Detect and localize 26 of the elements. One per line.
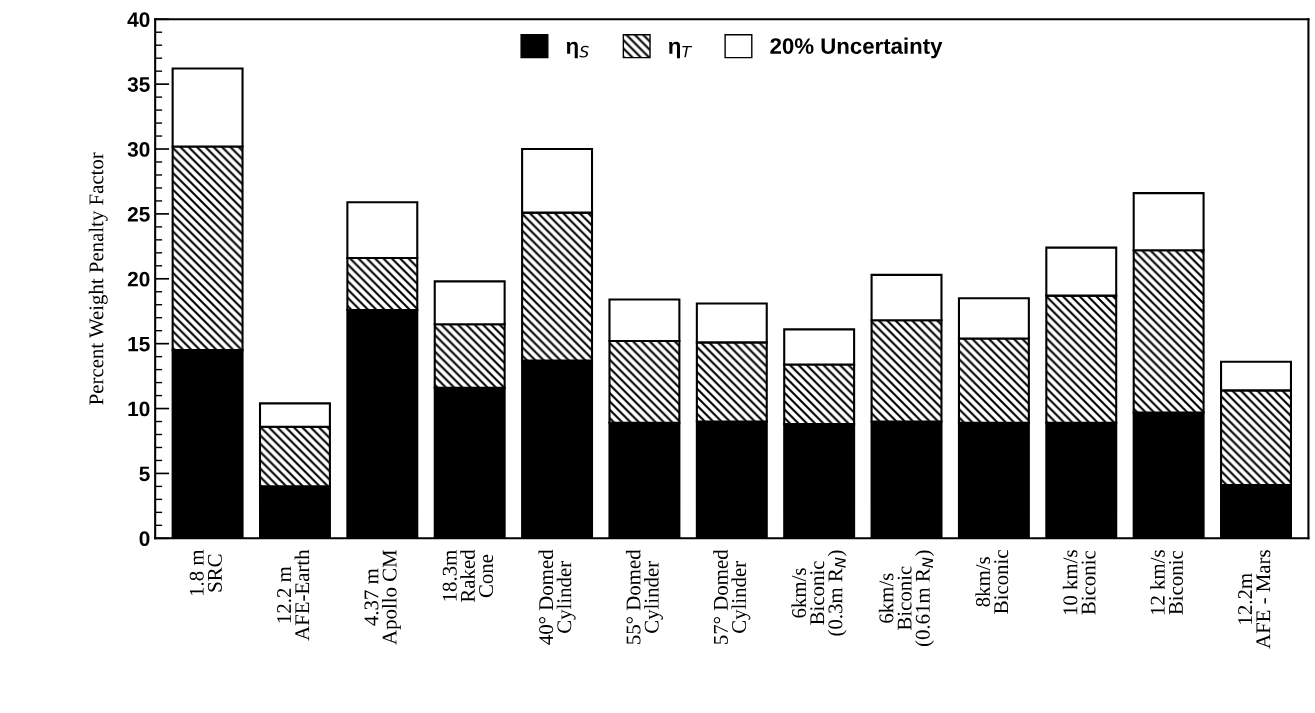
x-tick-label: 57° Domed Cylinder xyxy=(713,549,751,644)
x-tick-label: 1.8 m SRC xyxy=(189,549,222,596)
y-tick-label: 10 xyxy=(128,401,150,417)
y-tick-label: 30 xyxy=(127,142,150,157)
x-tick-label: 55° Domed Cylinder xyxy=(625,549,663,644)
y-tick-label: 5 xyxy=(139,466,150,482)
y-tick-label: 25 xyxy=(127,206,150,222)
x-tick-label: 8km/s Biconic xyxy=(975,550,1009,614)
y-tick-label: 20 xyxy=(127,271,150,287)
x-tick-label: 12.2 m AFE-Earth xyxy=(277,549,310,641)
y-tick-label: 15 xyxy=(128,336,150,352)
legend-label: 20% Uncertainty xyxy=(770,37,943,59)
x-tick-label: 6km/s Biconic (0.3m R$_{N}$) xyxy=(791,550,847,636)
x-tick-label: 4.37 m Apollo CM xyxy=(364,550,401,645)
y-tick-label: 0 xyxy=(139,531,150,547)
y-tick-label: 35 xyxy=(127,77,150,92)
x-tick-label: 40° Domed Cylinder xyxy=(538,549,576,645)
x-tick-label: 12.2m AFE - Mars xyxy=(1238,550,1271,649)
y-tick-label: 40 xyxy=(127,12,150,27)
legend-label: η$_{T}$ xyxy=(668,41,693,59)
y-axis-title: Percent Weight Penalty Factor xyxy=(88,152,108,405)
x-tick-label: 12 km/s Biconic xyxy=(1150,550,1183,615)
legend-label: η$_{S}$ xyxy=(566,41,589,59)
x-tick-label: 6km/s Biconic (0.61m R$_{N}$) xyxy=(878,550,935,647)
x-tick-label: 18.3m Raked Cone xyxy=(442,549,494,603)
x-tick-label: 10 km/s Biconic xyxy=(1062,550,1096,615)
